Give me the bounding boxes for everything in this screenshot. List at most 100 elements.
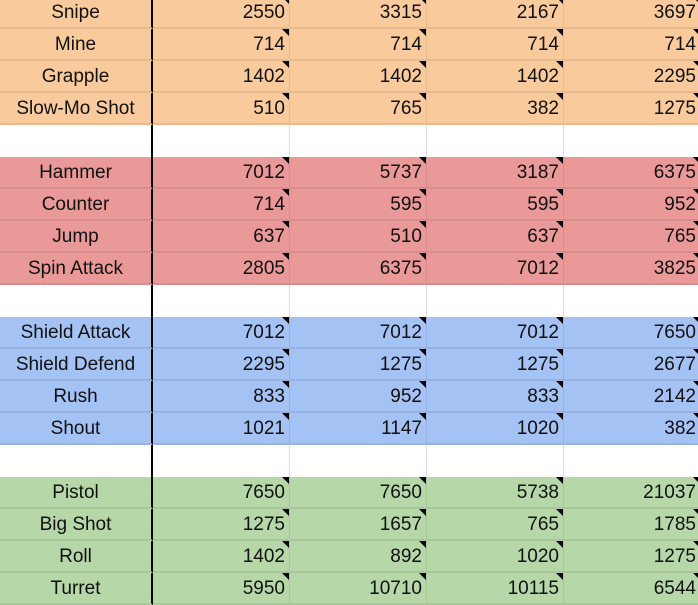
value-cell[interactable]: 1402 (153, 61, 290, 93)
comment-indicator-icon[interactable] (419, 349, 426, 356)
empty-cell[interactable] (290, 285, 427, 317)
value-cell[interactable]: 833 (427, 381, 564, 413)
empty-cell[interactable] (564, 285, 698, 317)
empty-cell[interactable] (427, 285, 564, 317)
value-cell[interactable]: 1402 (427, 61, 564, 93)
comment-indicator-icon[interactable] (419, 93, 426, 100)
comment-indicator-icon[interactable] (419, 157, 426, 164)
comment-indicator-icon[interactable] (419, 221, 426, 228)
value-cell[interactable]: 714 (153, 189, 290, 221)
value-cell[interactable]: 1402 (153, 541, 290, 573)
comment-indicator-icon[interactable] (556, 0, 563, 4)
comment-indicator-icon[interactable] (693, 221, 698, 228)
comment-indicator-icon[interactable] (693, 317, 698, 324)
comment-indicator-icon[interactable] (282, 413, 289, 420)
value-cell[interactable]: 1020 (427, 413, 564, 445)
value-cell[interactable]: 3315 (290, 0, 427, 29)
empty-cell[interactable] (290, 125, 427, 157)
comment-indicator-icon[interactable] (282, 221, 289, 228)
comment-indicator-icon[interactable] (556, 253, 563, 260)
empty-cell[interactable] (290, 445, 427, 477)
value-cell[interactable]: 1402 (290, 61, 427, 93)
comment-indicator-icon[interactable] (693, 61, 698, 68)
value-cell[interactable]: 2295 (564, 61, 698, 93)
comment-indicator-icon[interactable] (282, 61, 289, 68)
value-cell[interactable]: 6544 (564, 573, 698, 605)
row-label-cell[interactable]: Snipe (0, 0, 153, 29)
comment-indicator-icon[interactable] (556, 221, 563, 228)
value-cell[interactable]: 765 (564, 221, 698, 253)
row-label-cell[interactable]: Shield Attack (0, 317, 153, 349)
empty-cell[interactable] (427, 445, 564, 477)
comment-indicator-icon[interactable] (556, 573, 563, 580)
comment-indicator-icon[interactable] (282, 0, 289, 4)
value-cell[interactable]: 7012 (153, 157, 290, 189)
comment-indicator-icon[interactable] (556, 509, 563, 516)
value-cell[interactable]: 595 (427, 189, 564, 221)
comment-indicator-icon[interactable] (282, 317, 289, 324)
value-cell[interactable]: 10710 (290, 573, 427, 605)
value-cell[interactable]: 21037 (564, 477, 698, 509)
value-cell[interactable]: 1275 (153, 509, 290, 541)
value-cell[interactable]: 765 (427, 509, 564, 541)
value-cell[interactable]: 1275 (564, 541, 698, 573)
comment-indicator-icon[interactable] (693, 573, 698, 580)
value-cell[interactable]: 952 (564, 189, 698, 221)
comment-indicator-icon[interactable] (419, 317, 426, 324)
comment-indicator-icon[interactable] (693, 541, 698, 548)
value-cell[interactable]: 7650 (564, 317, 698, 349)
empty-cell[interactable] (0, 285, 153, 317)
value-cell[interactable]: 382 (427, 93, 564, 125)
comment-indicator-icon[interactable] (282, 253, 289, 260)
comment-indicator-icon[interactable] (693, 509, 698, 516)
comment-indicator-icon[interactable] (419, 477, 426, 484)
comment-indicator-icon[interactable] (282, 189, 289, 196)
comment-indicator-icon[interactable] (693, 0, 698, 4)
comment-indicator-icon[interactable] (556, 157, 563, 164)
value-cell[interactable]: 1275 (427, 349, 564, 381)
value-cell[interactable]: 2295 (153, 349, 290, 381)
value-cell[interactable]: 5738 (427, 477, 564, 509)
comment-indicator-icon[interactable] (693, 381, 698, 388)
value-cell[interactable]: 382 (564, 413, 698, 445)
value-cell[interactable]: 833 (153, 381, 290, 413)
comment-indicator-icon[interactable] (419, 381, 426, 388)
row-label-cell[interactable]: Pistol (0, 477, 153, 509)
row-label-cell[interactable]: Spin Attack (0, 253, 153, 285)
comment-indicator-icon[interactable] (693, 349, 698, 356)
value-cell[interactable]: 510 (153, 93, 290, 125)
value-cell[interactable]: 1275 (564, 93, 698, 125)
value-cell[interactable]: 1020 (427, 541, 564, 573)
value-cell[interactable]: 3825 (564, 253, 698, 285)
empty-cell[interactable] (0, 445, 153, 477)
value-cell[interactable]: 7012 (427, 253, 564, 285)
value-cell[interactable]: 1657 (290, 509, 427, 541)
comment-indicator-icon[interactable] (419, 573, 426, 580)
value-cell[interactable]: 637 (427, 221, 564, 253)
comment-indicator-icon[interactable] (419, 413, 426, 420)
row-label-cell[interactable]: Hammer (0, 157, 153, 189)
value-cell[interactable]: 637 (153, 221, 290, 253)
comment-indicator-icon[interactable] (282, 29, 289, 36)
comment-indicator-icon[interactable] (556, 189, 563, 196)
row-label-cell[interactable]: Mine (0, 29, 153, 61)
value-cell[interactable]: 510 (290, 221, 427, 253)
row-label-cell[interactable]: Counter (0, 189, 153, 221)
value-cell[interactable]: 7650 (153, 477, 290, 509)
comment-indicator-icon[interactable] (282, 509, 289, 516)
empty-cell[interactable] (564, 445, 698, 477)
value-cell[interactable]: 1021 (153, 413, 290, 445)
value-cell[interactable]: 6375 (290, 253, 427, 285)
value-cell[interactable]: 1785 (564, 509, 698, 541)
comment-indicator-icon[interactable] (419, 509, 426, 516)
value-cell[interactable]: 3697 (564, 0, 698, 29)
value-cell[interactable]: 714 (153, 29, 290, 61)
value-cell[interactable]: 714 (427, 29, 564, 61)
comment-indicator-icon[interactable] (419, 253, 426, 260)
value-cell[interactable]: 1147 (290, 413, 427, 445)
value-cell[interactable]: 6375 (564, 157, 698, 189)
empty-cell[interactable] (564, 125, 698, 157)
value-cell[interactable]: 714 (290, 29, 427, 61)
value-cell[interactable]: 2142 (564, 381, 698, 413)
value-cell[interactable]: 10115 (427, 573, 564, 605)
